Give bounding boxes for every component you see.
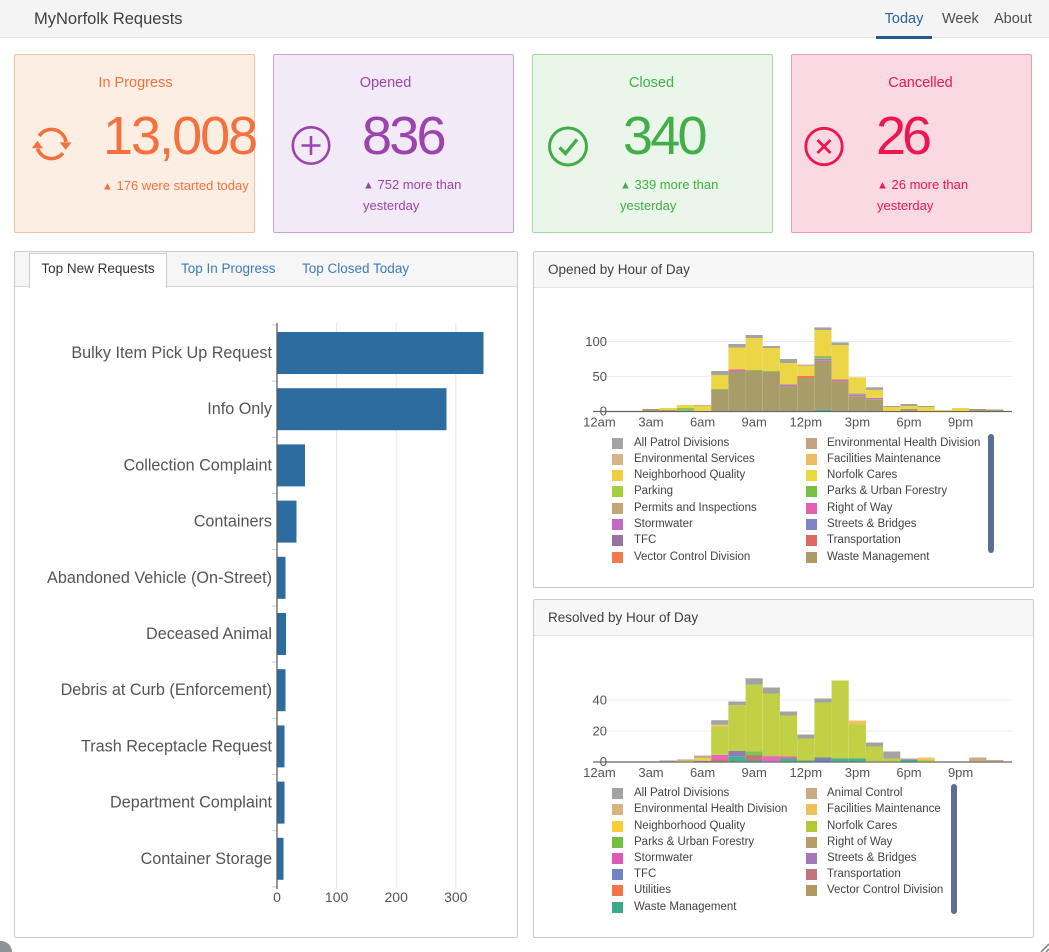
svg-text:Containers: Containers xyxy=(194,513,272,531)
svg-text:100: 100 xyxy=(585,334,607,349)
svg-text:Container Storage: Container Storage xyxy=(141,850,272,868)
svg-text:6pm: 6pm xyxy=(896,415,921,430)
svg-text:3am: 3am xyxy=(638,415,663,430)
svg-text:Trash Receptacle Request: Trash Receptacle Request xyxy=(81,737,273,755)
svg-text:6am: 6am xyxy=(690,415,715,430)
svg-text:40: 40 xyxy=(593,693,607,708)
svg-text:Collection Complaint: Collection Complaint xyxy=(124,456,273,474)
svg-text:6am: 6am xyxy=(690,765,715,780)
svg-text:Deceased Animal: Deceased Animal xyxy=(146,625,272,643)
svg-text:200: 200 xyxy=(385,889,409,905)
svg-text:9am: 9am xyxy=(742,415,767,430)
svg-text:9am: 9am xyxy=(742,765,767,780)
svg-text:12am: 12am xyxy=(583,765,616,780)
svg-text:12pm: 12pm xyxy=(790,765,823,780)
svg-text:50: 50 xyxy=(593,369,607,384)
svg-text:Info Only: Info Only xyxy=(207,400,273,418)
svg-text:3pm: 3pm xyxy=(845,415,870,430)
svg-text:3am: 3am xyxy=(638,765,663,780)
svg-text:12pm: 12pm xyxy=(790,415,823,430)
svg-text:Abandoned Vehicle (On-Street): Abandoned Vehicle (On-Street) xyxy=(47,569,272,587)
svg-text:Department Complaint: Department Complaint xyxy=(110,794,272,812)
svg-text:Debris at Curb (Enforcement): Debris at Curb (Enforcement) xyxy=(61,681,272,699)
svg-text:12am: 12am xyxy=(583,415,616,430)
svg-text:300: 300 xyxy=(444,889,468,905)
svg-text:20: 20 xyxy=(593,724,607,739)
svg-text:3pm: 3pm xyxy=(845,765,870,780)
svg-text:9pm: 9pm xyxy=(948,765,973,780)
svg-text:6pm: 6pm xyxy=(896,765,921,780)
svg-text:100: 100 xyxy=(325,889,349,905)
svg-text:Bulky Item Pick Up Request: Bulky Item Pick Up Request xyxy=(71,344,272,362)
svg-text:0: 0 xyxy=(273,889,281,905)
svg-text:9pm: 9pm xyxy=(948,415,973,430)
